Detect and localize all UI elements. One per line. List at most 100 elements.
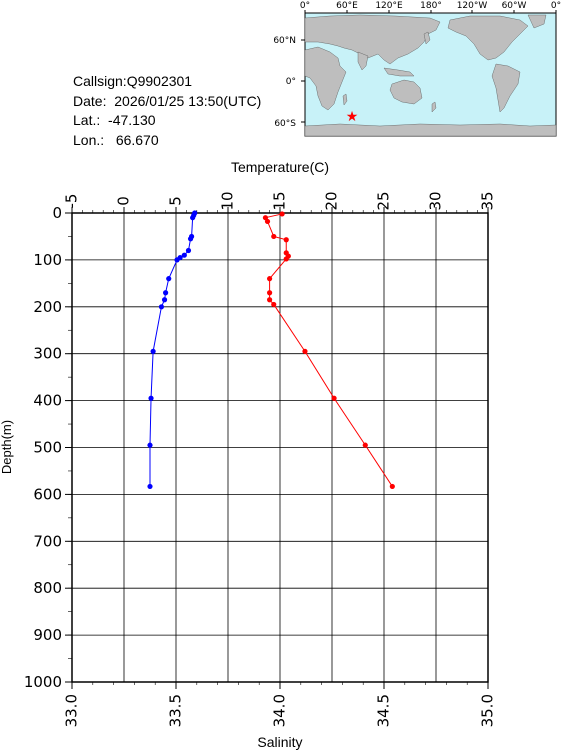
- temperature-profile-line: [149, 212, 196, 487]
- depth-tick-label: 400: [33, 392, 62, 410]
- callsign-value: Q9902301: [126, 73, 193, 89]
- salinity-data-point: [271, 301, 277, 308]
- plot-ticks: [65, 207, 489, 689]
- temperature-data-point: [148, 395, 154, 401]
- map-lon-label: 120°W: [457, 1, 488, 11]
- temperature-tick-label: 20: [323, 191, 341, 210]
- depth-tick-label: 0: [52, 204, 62, 222]
- depth-tick-label: 200: [33, 298, 62, 316]
- date-line: Date: 2026/01/25 13:50(UTC): [73, 92, 261, 112]
- lon-value: 66.670: [115, 131, 159, 148]
- map-lon-label: 120°E: [375, 1, 403, 11]
- depth-tick-label: 300: [33, 345, 62, 363]
- temperature-data-point: [163, 290, 169, 296]
- temperature-data-point: [185, 247, 192, 254]
- salinity-tick-labels: 33.0 33.5 34.0 34.5 35.0: [63, 694, 497, 727]
- temperature-axis-title: Temperature(C): [231, 159, 329, 175]
- map-lat-label: 0°: [286, 77, 296, 87]
- temperature-data-point: [190, 215, 196, 221]
- lon-line: Lon.: 66.670: [73, 131, 261, 151]
- map-lon-label: 60°E: [336, 1, 358, 11]
- lat-label: Lat.:: [73, 112, 101, 128]
- salinity-data-point: [283, 256, 289, 262]
- salinity-data-point: [283, 237, 289, 243]
- callsign-line: Callsign:Q9902301: [73, 72, 261, 92]
- map-top-labels: 0° 60°E 120°E 180° 120°W 60°W 0°: [300, 1, 561, 11]
- salinity-data-point: [267, 297, 273, 303]
- lat-line: Lat.: -47.130: [73, 111, 261, 131]
- temperature-data-point: [166, 276, 172, 282]
- india-landmass: [357, 51, 369, 71]
- depth-axis-title: Depth(m): [0, 420, 14, 474]
- lon-label: Lon.:: [73, 131, 105, 148]
- temperature-data-point: [158, 304, 165, 310]
- depth-tick-label: 500: [33, 439, 62, 457]
- depth-tick-label: 900: [33, 626, 62, 644]
- temperature-data-point: [161, 297, 168, 303]
- salinity-axis-title: Salinity: [257, 734, 302, 750]
- south-america-landmass: [491, 63, 521, 113]
- greenland-landmass: [527, 14, 547, 29]
- temperature-data-point: [147, 483, 153, 490]
- temperature-tick-labels: -5 0 5 10 15 20 25 30 35: [63, 191, 497, 210]
- salinity-data-point: [264, 218, 271, 225]
- profile-series: [147, 210, 395, 490]
- temperature-tick-label: 5: [167, 196, 185, 206]
- profile-plot: -5 0 5 10 15 20 25 30 35 01002003004005006007008…: [0, 159, 497, 750]
- map-lon-label: 0°: [300, 1, 310, 11]
- map-lon-label: 60°W: [502, 1, 527, 11]
- newzealand-landmass: [431, 101, 437, 113]
- map-side-labels: 60°N 0° 60°S: [273, 36, 296, 129]
- salinity-tick-label: 34.5: [375, 694, 393, 727]
- antarctica-landmass: [304, 123, 557, 137]
- temperature-tick-label: 35: [479, 191, 497, 210]
- salinity-data-point: [279, 211, 285, 217]
- map-lon-label: 0°: [551, 1, 561, 11]
- japan-landmass: [423, 31, 431, 45]
- depth-tick-labels: 0 100 200 300 400 500 600 700 800 900 1000: [24, 204, 62, 691]
- salinity-data-point: [302, 348, 308, 354]
- date-value: 2026/01/25 13:50(UTC): [114, 92, 262, 109]
- map-ticks: [301, 10, 557, 123]
- depth-tick-label: 600: [33, 485, 62, 503]
- salinity-profile-line: [264, 213, 393, 487]
- indonesia-landmass: [383, 67, 415, 77]
- depth-tick-label: 100: [33, 251, 62, 269]
- callsign-label: Callsign:: [73, 73, 127, 89]
- depth-tick-label: 1000: [24, 673, 62, 691]
- madagascar-landmass: [342, 93, 348, 106]
- salinity-tick-label: 34.0: [271, 694, 289, 727]
- salinity-tick-label: 33.0: [63, 694, 81, 727]
- temperature-tick-label: 10: [219, 191, 237, 210]
- temperature-tick-label: 0: [115, 196, 133, 206]
- map-lat-label: 60°N: [273, 36, 296, 46]
- temperature-tick-label: 25: [375, 191, 393, 210]
- depth-tick-label: 700: [33, 532, 62, 550]
- salinity-data-point: [267, 276, 273, 282]
- date-label: Date:: [73, 92, 107, 109]
- temperature-data-point: [187, 236, 194, 242]
- salinity-data-point: [331, 395, 337, 401]
- location-map: 0° 60°E 120°E 180° 120°W 60°W 0° 60°N 0°…: [273, 1, 561, 137]
- depth-tick-label: 800: [33, 579, 62, 597]
- temperature-tick-label: -5: [63, 194, 81, 209]
- africa-landmass: [304, 46, 347, 111]
- map-lat-label: 60°S: [274, 119, 296, 129]
- salinity-data-point: [389, 483, 395, 490]
- map-lon-label: 180°: [420, 1, 442, 11]
- temperature-data-point: [181, 252, 187, 258]
- lat-value: -47.130: [108, 112, 156, 128]
- salinity-data-point: [271, 233, 277, 240]
- map-land: [304, 14, 557, 137]
- eurasia-landmass: [304, 14, 441, 65]
- plot-grid: [71, 212, 489, 683]
- salinity-tick-label: 33.5: [167, 694, 185, 727]
- temperature-data-point: [147, 442, 153, 448]
- float-info-panel: Callsign:Q9902301 Date: 2026/01/25 13:50…: [73, 72, 261, 150]
- salinity-data-point: [267, 290, 273, 296]
- temperature-tick-label: 30: [427, 191, 445, 210]
- temperature-data-point: [150, 348, 156, 354]
- north-america-landmass: [447, 15, 529, 61]
- salinity-data-point: [362, 442, 368, 448]
